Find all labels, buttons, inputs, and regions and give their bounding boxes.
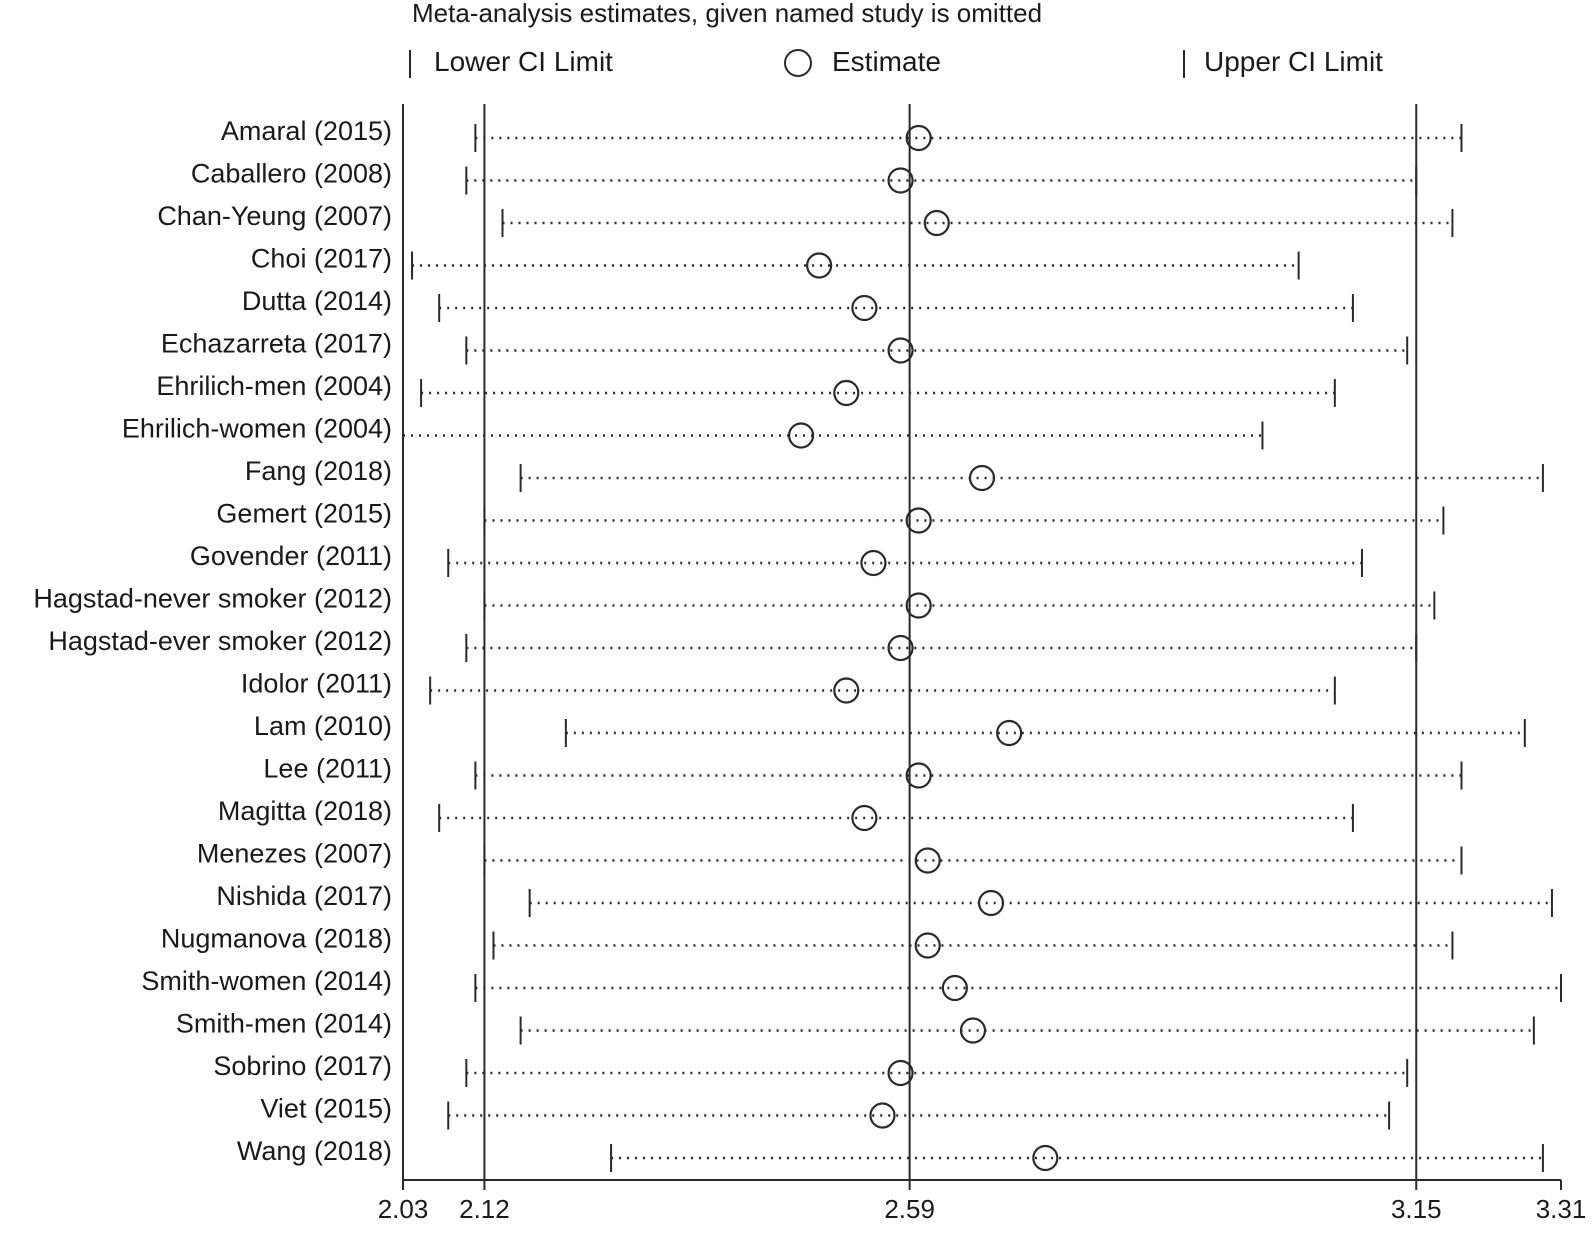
study-label: Ehrilich-women (2004) <box>122 414 392 444</box>
study-label: Lee (2011) <box>263 754 392 784</box>
legend-upper-label: Upper CI Limit <box>1204 46 1383 77</box>
study-row-0: Amaral (2015) <box>221 116 1463 152</box>
study-label: Menezes (2007) <box>197 839 392 869</box>
estimate-marker <box>914 932 941 959</box>
study-row-22: Sobrino (2017) <box>213 1051 1409 1087</box>
study-label: Gemert (2015) <box>216 499 392 529</box>
x-axis: 2.03 2.12 2.59 3.15 3.31 <box>378 1179 1587 1224</box>
estimate-marker <box>806 252 833 279</box>
estimate-marker <box>923 209 950 237</box>
study-row-20: Smith-women (2014) <box>141 966 1562 1002</box>
estimate-marker <box>941 974 968 1002</box>
study-label: Hagstad-never smoker (2012) <box>33 584 392 614</box>
study-label: Wang (2018) <box>237 1136 392 1166</box>
estimate-marker <box>905 124 932 152</box>
study-row-6: Ehrilich-men (2004) <box>156 371 1336 407</box>
study-row-11: Hagstad-never smoker (2012) <box>33 584 1436 620</box>
x-tick-label-0: 2.03 <box>378 1194 429 1224</box>
study-label: Govender (2011) <box>190 541 392 571</box>
study-label: Fang (2018) <box>245 456 392 486</box>
study-label: Smith-women (2014) <box>141 966 392 996</box>
estimate-marker <box>905 592 932 619</box>
study-label: Ehrilich-men (2004) <box>156 371 392 401</box>
estimate-marker <box>959 1017 987 1044</box>
study-label: Viet (2015) <box>260 1094 392 1124</box>
estimate-marker <box>887 634 914 662</box>
study-row-9: Gemert (2015) <box>216 499 1445 535</box>
study-row-18: Nishida (2017) <box>216 881 1553 917</box>
estimate-marker <box>905 762 932 789</box>
study-row-16: Magitta (2018) <box>218 796 1354 832</box>
study-row-3: Choi (2017) <box>251 244 1300 280</box>
estimate-marker <box>996 719 1023 747</box>
study-label: Nishida (2017) <box>216 881 392 911</box>
study-row-1: Caballero (2008) <box>191 159 1418 195</box>
study-label: Choi (2017) <box>251 244 392 274</box>
study-row-4: Dutta (2014) <box>242 286 1354 322</box>
study-label: Chan-Yeung (2007) <box>157 201 392 231</box>
study-row-19: Nugmanova (2018) <box>161 924 1454 960</box>
study-row-5: Echazarreta (2017) <box>161 329 1409 365</box>
legend-estimate-marker <box>784 49 812 77</box>
study-row-17: Menezes (2007) <box>197 839 1463 875</box>
estimate-marker <box>851 294 878 322</box>
study-row-2: Chan-Yeung (2007) <box>157 201 1454 237</box>
estimate-marker <box>977 889 1005 917</box>
study-row-21: Smith-men (2014) <box>176 1009 1535 1045</box>
study-row-10: Govender (2011) <box>190 541 1363 577</box>
estimate-marker <box>851 804 878 832</box>
estimate-marker <box>869 1102 896 1129</box>
study-label: Echazarreta (2017) <box>161 329 392 359</box>
estimate-marker <box>887 167 914 194</box>
estimate-marker <box>787 422 815 449</box>
study-row-7: Ehrilich-women (2004) <box>122 414 1264 450</box>
study-label: Hagstad-ever smoker (2012) <box>48 626 392 656</box>
legend-marks <box>409 49 1185 78</box>
estimate-marker <box>860 549 887 577</box>
study-label: Idolor (2011) <box>241 669 392 699</box>
x-tick-label-4: 3.31 <box>1536 1194 1587 1224</box>
legend-estimate-label: Estimate <box>832 46 941 77</box>
study-label: Magitta (2018) <box>218 796 392 826</box>
study-row-14: Lam (2010) <box>254 711 1526 747</box>
estimate-marker <box>1032 1144 1059 1172</box>
study-rows: Amaral (2015) Caballero (2008) Chan-Yeung … <box>33 116 1562 1172</box>
estimate-marker <box>833 379 860 407</box>
estimate-marker <box>887 1059 914 1087</box>
estimate-marker <box>833 677 860 704</box>
x-tick-label-1: 2.12 <box>459 1194 510 1224</box>
estimate-marker <box>887 337 914 364</box>
chart-title: Meta-analysis estimates, given named stu… <box>412 0 1043 28</box>
study-row-15: Lee (2011) <box>263 754 1463 790</box>
study-row-13: Idolor (2011) <box>241 669 1336 705</box>
study-row-24: Wang (2018) <box>237 1136 1544 1172</box>
study-label: Dutta (2014) <box>242 286 392 316</box>
estimate-marker <box>914 847 941 874</box>
estimate-marker <box>905 507 932 534</box>
x-tick-label-3: 3.15 <box>1391 1194 1442 1224</box>
study-label: Amaral (2015) <box>221 116 392 146</box>
x-tick-label-2: 2.59 <box>884 1194 935 1224</box>
study-row-23: Viet (2015) <box>260 1094 1391 1130</box>
legend-lower-label: Lower CI Limit <box>434 46 613 77</box>
study-row-12: Hagstad-ever smoker (2012) <box>48 626 1418 662</box>
estimate-marker <box>968 464 996 492</box>
study-label: Smith-men (2014) <box>176 1009 392 1039</box>
study-label: Sobrino (2017) <box>213 1051 392 1081</box>
study-label: Nugmanova (2018) <box>161 924 392 954</box>
study-label: Lam (2010) <box>254 711 392 741</box>
study-row-8: Fang (2018) <box>245 456 1544 492</box>
study-label: Caballero (2008) <box>191 159 392 189</box>
